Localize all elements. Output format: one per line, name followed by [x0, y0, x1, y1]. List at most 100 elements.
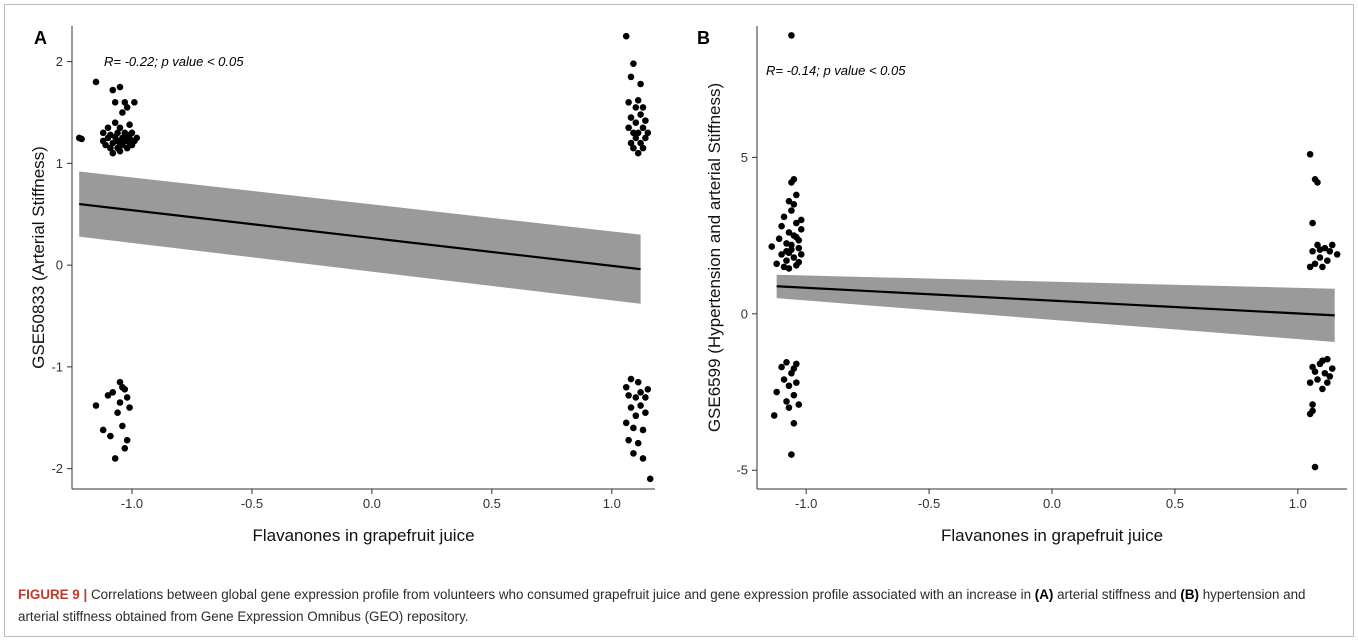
data-point: [1306, 150, 1314, 158]
caption-figure-label: FIGURE 9 |: [18, 587, 88, 602]
data-point: [1309, 247, 1316, 255]
data-point: [639, 426, 647, 434]
caption-ref-b: (B): [1180, 587, 1200, 602]
data-point: [131, 99, 138, 106]
data-point: [1319, 385, 1326, 393]
data-point: [126, 121, 133, 129]
data-point: [783, 257, 790, 264]
data-point: [637, 389, 644, 396]
data-point: [797, 251, 805, 258]
data-point: [1319, 263, 1326, 271]
data-point: [790, 365, 798, 372]
x-tick-label: -0.5: [241, 496, 263, 511]
data-point: [107, 144, 114, 152]
data-point: [1324, 355, 1331, 363]
data-point: [793, 219, 800, 227]
data-point: [1321, 369, 1329, 377]
data-point: [1316, 254, 1324, 261]
x-tick-label: 0.0: [363, 496, 381, 511]
data-point: [793, 379, 800, 386]
figure-charts: -1.0 -0.5 0.0 0.5 1.0 -2 -1 0 1 2 Flavanones in gr…: [29, 26, 1347, 545]
data-point: [642, 117, 649, 124]
data-point: [622, 383, 630, 391]
data-point: [630, 450, 637, 457]
y-tick-label: 2: [56, 54, 63, 69]
panel-letter: A: [34, 28, 47, 48]
regression-line: [776, 285, 1335, 317]
regression-line: [79, 202, 641, 271]
data-point: [634, 149, 642, 157]
data-point: [114, 129, 121, 137]
data-point: [793, 233, 800, 241]
data-point: [785, 265, 793, 272]
data-point: [116, 124, 124, 132]
data-point: [637, 139, 644, 147]
data-point: [627, 404, 635, 411]
data-point: [78, 135, 85, 143]
caption-text-3: hypertension and arterial stiffness obta…: [18, 587, 1306, 624]
x-tick-label: -0.5: [918, 496, 940, 511]
data-point: [632, 104, 640, 111]
data-point: [121, 444, 129, 452]
data-point: [625, 392, 632, 399]
data-point: [1309, 401, 1316, 408]
data-point: [121, 99, 129, 106]
data-point: [639, 104, 647, 111]
y-tick-label: -5: [736, 463, 748, 478]
data-point: [1306, 379, 1314, 386]
data-point: [639, 144, 647, 152]
data-point: [780, 213, 788, 221]
data-point: [773, 388, 780, 396]
data-point: [790, 175, 798, 183]
x-tick-label: 1.0: [1289, 496, 1307, 511]
data-point: [630, 424, 637, 432]
data-point: [634, 439, 642, 447]
data-point: [107, 432, 114, 440]
data-point: [795, 401, 803, 408]
data-point: [114, 409, 121, 416]
correlation-annotation: R= -0.22; p value < 0.05: [104, 54, 244, 69]
y-tick-label: 1: [56, 156, 63, 171]
data-point: [111, 119, 119, 126]
data-point: [1316, 246, 1324, 253]
data-point: [785, 382, 793, 390]
data-point: [1328, 241, 1336, 249]
data-point: [634, 378, 642, 386]
data-point: [104, 392, 112, 399]
data-point: [630, 129, 637, 137]
data-point: [109, 149, 117, 157]
confidence-band: [776, 274, 1335, 342]
data-point: [1326, 247, 1334, 255]
data-point: [123, 436, 131, 444]
data-point: [1309, 407, 1316, 415]
data-point: [644, 129, 652, 137]
data-point: [625, 436, 632, 444]
data-point: [795, 244, 803, 252]
data-point: [788, 207, 795, 214]
data-point: [770, 412, 778, 419]
panel-b: -1.0 -0.5 0.0 0.5 1.0 -5 0 5 Flavanones in grape…: [697, 26, 1347, 545]
data-point: [1326, 373, 1334, 380]
data-point: [92, 78, 100, 86]
y-axis-title: GSE6599 (Hypertension and arterial Stiff…: [705, 83, 724, 432]
data-point: [790, 201, 798, 208]
data-point: [123, 394, 131, 401]
data-point: [630, 144, 637, 152]
data-point: [104, 124, 112, 132]
data-point: [111, 99, 119, 106]
data-point: [785, 197, 793, 205]
data-point: [795, 258, 803, 266]
data-point: [133, 134, 141, 142]
data-point: [126, 404, 133, 411]
data-point: [1328, 365, 1336, 372]
data-point: [797, 226, 805, 233]
data-point: [627, 114, 635, 121]
data-point: [119, 383, 126, 391]
data-point: [111, 455, 119, 462]
data-point: [642, 134, 649, 142]
x-tick-label: -1.0: [121, 496, 143, 511]
data-point: [128, 129, 136, 137]
data-point: [634, 96, 642, 104]
data-point: [768, 243, 776, 250]
data-point: [778, 363, 785, 371]
